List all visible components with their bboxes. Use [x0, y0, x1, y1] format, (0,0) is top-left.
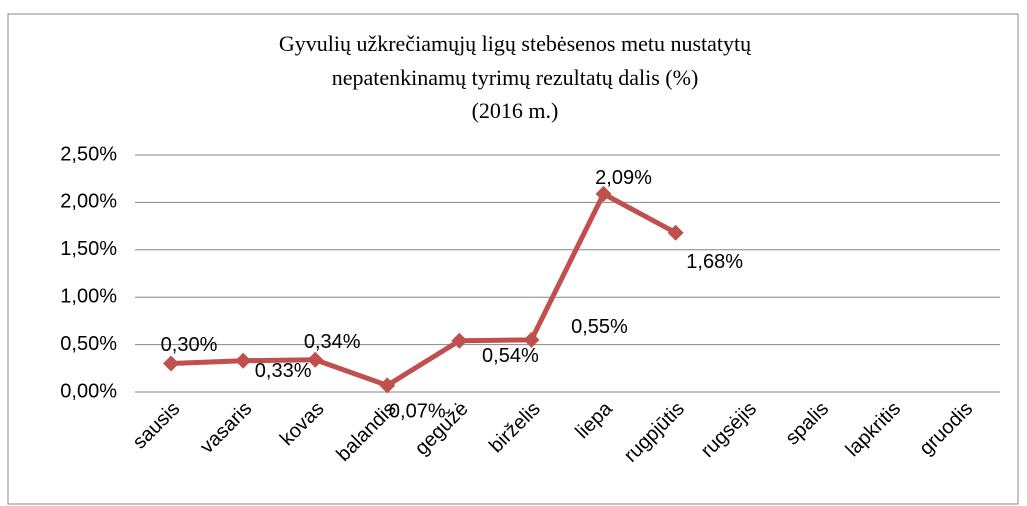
y-tick-label: 2,00% [60, 191, 117, 213]
data-label: 0,55% [571, 316, 628, 338]
data-point [307, 351, 324, 368]
y-tick-label: 1,00% [60, 285, 117, 307]
chart-frame [7, 13, 1019, 505]
data-label: 0,54% [482, 345, 539, 367]
data-line [170, 191, 677, 388]
data-point [667, 224, 684, 241]
y-tick-label: 0,50% [60, 333, 117, 355]
y-tick-label: 2,50% [60, 143, 117, 165]
y-tick-label: 1,50% [60, 238, 117, 260]
data-label: 0,33% [255, 360, 312, 382]
chart-title: nepatenkinamų tyrimų rezultatų dalis (%) [332, 65, 699, 90]
data-label: 0,30% [161, 334, 218, 356]
data-label: 0,07% [389, 401, 446, 423]
data-point [523, 331, 540, 348]
chart-title: (2016 m.) [472, 98, 559, 123]
data-point [235, 352, 252, 369]
data-point [379, 377, 396, 394]
data-label: 1,68% [686, 251, 743, 273]
data-point [451, 332, 468, 349]
data-point [163, 355, 180, 372]
data-label: 2,09% [595, 167, 652, 189]
chart-title: Gyvulių užkrečiamųjų ligų stebėsenos met… [279, 31, 752, 56]
data-point [595, 185, 612, 202]
data-label: 0,34% [304, 331, 361, 353]
y-tick-label: 0,00% [60, 380, 117, 402]
